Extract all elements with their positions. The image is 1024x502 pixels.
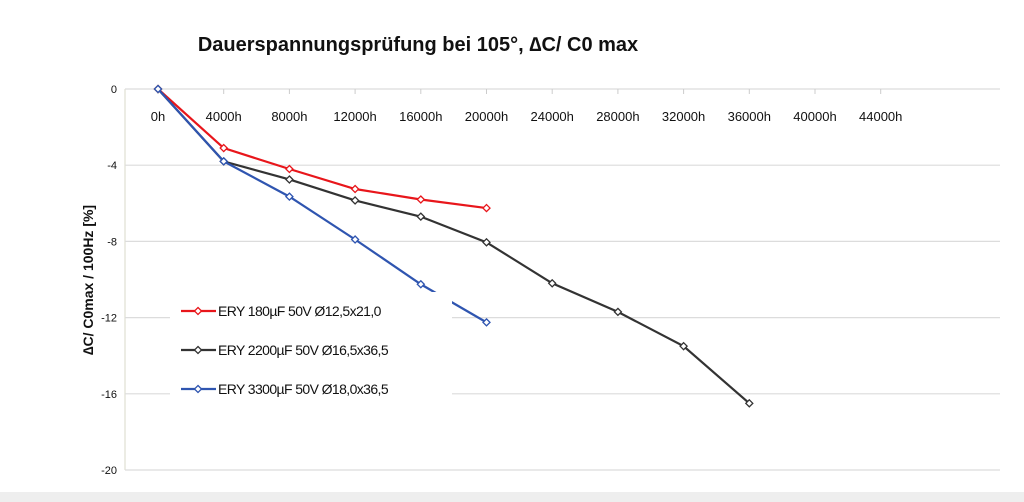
legend-marker	[193, 384, 203, 394]
legend-background	[170, 292, 452, 402]
data-point	[350, 184, 360, 194]
legend-label: ERY 180µF 50V Ø12,5x21,0	[218, 303, 382, 319]
x-tick-label: 36000h	[728, 109, 771, 124]
bottom-band	[0, 492, 1024, 502]
data-point	[482, 237, 491, 247]
x-tick-label: 44000h	[859, 109, 902, 124]
legend-marker	[193, 345, 203, 355]
data-point	[284, 192, 294, 202]
data-point	[416, 279, 426, 289]
x-tick-label: 20000h	[465, 109, 508, 124]
data-point	[219, 143, 229, 153]
x-tick-label: 32000h	[662, 109, 705, 124]
legend: ERY 180µF 50V Ø12,5x21,0 ERY 2200µF 50V Ø…	[170, 292, 452, 402]
x-tick-label: 12000h	[333, 109, 376, 124]
data-point	[482, 203, 491, 213]
y-tick-label: 0	[111, 84, 117, 96]
data-point	[613, 307, 623, 317]
series-line	[157, 88, 751, 405]
y-axis-label: ∆C/ C0max / 100Hz [%]	[80, 205, 96, 355]
series-line	[157, 88, 488, 324]
x-tick-label: 16000h	[399, 109, 442, 124]
legend-marker	[193, 306, 203, 316]
series-1	[153, 84, 491, 213]
legend-label: ERY 2200µF 50V Ø16,5x36,5	[218, 342, 389, 358]
data-point	[547, 278, 557, 288]
data-point	[482, 317, 491, 327]
x-tick-label: 8000h	[271, 109, 307, 124]
data-point	[744, 398, 754, 408]
series-line	[157, 88, 487, 210]
y-tick-label: -20	[101, 465, 117, 477]
y-tick-label: -8	[107, 236, 117, 248]
x-tick-label: 24000h	[531, 109, 574, 124]
data-point	[153, 84, 163, 94]
data-point	[416, 195, 426, 204]
x-tick-label: 40000h	[793, 109, 836, 124]
data-point	[350, 196, 360, 205]
y-tick-label: -16	[101, 389, 117, 401]
x-tick-label: 28000h	[596, 109, 639, 124]
y-tick-label: -12	[101, 313, 117, 325]
data-point	[350, 235, 360, 244]
x-tick-label: 0h	[151, 109, 165, 124]
legend-label: ERY 3300µF 50V Ø18,0x36,5	[218, 381, 389, 397]
data-point	[219, 156, 229, 166]
data-point	[284, 175, 294, 184]
data-point	[284, 164, 294, 174]
series-3	[153, 84, 491, 327]
chart-title: Dauerspannungsprüfung bei 105°, ∆C/ C0 m…	[197, 34, 639, 56]
y-tick-label: -4	[107, 160, 117, 172]
data-point	[679, 341, 689, 351]
x-tick-label: 4000h	[206, 109, 242, 124]
data-point	[416, 212, 426, 222]
